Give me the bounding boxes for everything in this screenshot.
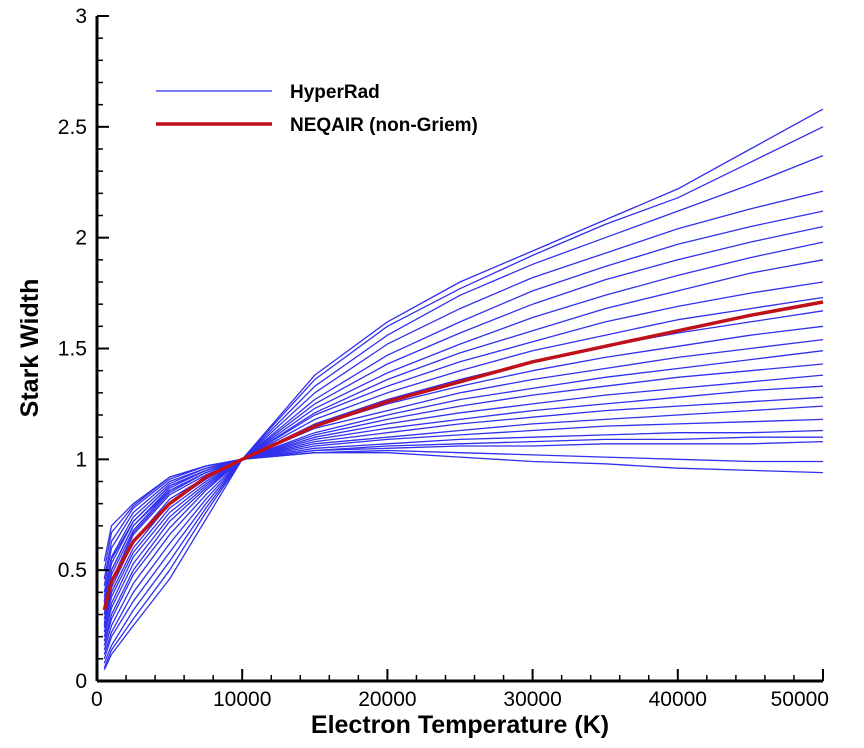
series-line-hyperrad-20 (103, 429, 824, 571)
y-tick-label: 2.5 (58, 116, 87, 139)
x-tick-label: 0 (91, 688, 103, 711)
series-line-hyperrad-5 (103, 225, 824, 651)
series-line-hyperrad-13 (103, 350, 824, 615)
series-line-hyperrad-8 (103, 281, 824, 637)
y-tick-label: 0.5 (58, 559, 87, 582)
series-line-hyperrad-7 (103, 259, 824, 642)
series-line-hyperrad-17 (103, 396, 824, 593)
x-tick-label: 40000 (649, 688, 707, 711)
series-line-hyperrad-10 (103, 310, 824, 628)
x-axis-title: Electron Temperature (K) (311, 711, 609, 739)
plot-area (102, 108, 824, 671)
y-ticks: 0 0.5 1 1.5 2 2.5 3 (58, 5, 109, 693)
y-tick-label: 3 (75, 5, 87, 28)
series-line-hyperrad-1 (103, 126, 824, 668)
y-tick-label: 2 (75, 227, 87, 250)
x-tick-label: 30000 (503, 688, 561, 711)
series-line-hyperrad-2 (103, 154, 824, 664)
x-tick-label: 10000 (213, 688, 271, 711)
x-tick-label: 50000 (771, 688, 829, 711)
series-line-hyperrad-18 (103, 405, 824, 586)
legend: HyperRad NEQAIR (non-Griem) (156, 82, 478, 136)
y-axis-title: Stark Width (16, 279, 44, 418)
series-line-hyperrad-0 (103, 108, 824, 671)
legend-label-hyperrad: HyperRad (290, 82, 380, 103)
y-tick-label: 0 (75, 670, 87, 693)
series-line-hyperrad-19 (103, 418, 824, 580)
y-tick-label: 1 (75, 448, 87, 471)
series-line-hyperrad-6 (103, 241, 824, 646)
series-line-hyperrad-4 (103, 210, 824, 655)
series-line-hyperrad-22 (103, 440, 824, 602)
y-tick-label: 1.5 (58, 338, 87, 361)
legend-label-neqair: NEQAIR (non-Griem) (290, 115, 478, 136)
series-line-hyperrad-24 (103, 452, 824, 626)
axes: 0 0.5 1 1.5 2 2.5 3 0 10000 20000 30000 40000 50000 (58, 5, 829, 711)
series-line-hyperrad-21 (103, 436, 823, 562)
series-line-hyperrad-3 (103, 190, 824, 660)
series-line-hyperrad-14 (103, 363, 824, 609)
series-line-hyperrad-9 (103, 296, 824, 633)
x-ticks: 0 10000 20000 30000 40000 50000 (91, 669, 829, 711)
series-line-neqair (102, 300, 824, 611)
x-tick-label: 20000 (358, 688, 416, 711)
series-line-hyperrad-23 (103, 449, 823, 615)
